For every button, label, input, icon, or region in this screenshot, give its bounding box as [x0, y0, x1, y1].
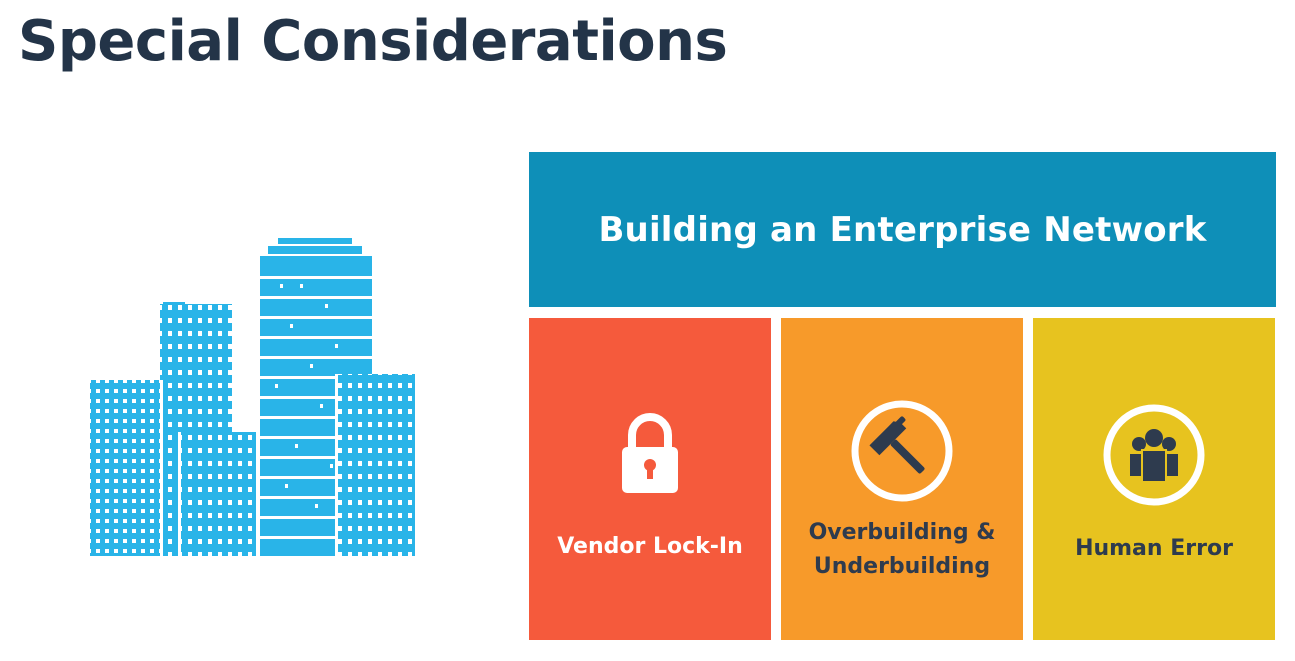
card-human-error: Human Error — [1033, 318, 1275, 640]
banner-title: Building an Enterprise Network — [598, 209, 1207, 250]
card-vendor-lock-in: Vendor Lock-In — [529, 318, 771, 640]
card-overbuilding-underbuilding: Overbuilding & Underbuilding — [781, 318, 1023, 640]
people-icon — [1099, 400, 1209, 510]
card-label: Human Error — [1075, 536, 1233, 561]
banner-building-enterprise-network: Building an Enterprise Network — [529, 152, 1276, 307]
card-label: Overbuilding & Underbuilding — [808, 520, 996, 579]
city-buildings-icon — [90, 238, 415, 556]
lock-icon — [595, 400, 705, 510]
page-title: Special Considerations — [18, 9, 728, 74]
card-label: Vendor Lock-In — [557, 534, 743, 559]
hammer-icon — [847, 396, 957, 506]
